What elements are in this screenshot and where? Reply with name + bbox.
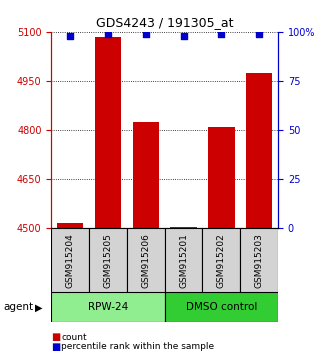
- Text: ■: ■: [51, 332, 61, 342]
- Text: ■: ■: [51, 342, 61, 352]
- Bar: [51, 228, 89, 292]
- Text: DMSO control: DMSO control: [186, 302, 257, 312]
- Bar: [127, 228, 165, 292]
- Bar: [165, 228, 203, 292]
- Bar: [208, 127, 235, 228]
- Bar: [51, 292, 165, 322]
- Text: GSM915203: GSM915203: [255, 233, 264, 288]
- Bar: [132, 122, 159, 228]
- Point: [257, 31, 262, 37]
- Title: GDS4243 / 191305_at: GDS4243 / 191305_at: [96, 16, 233, 29]
- Text: count: count: [61, 332, 87, 342]
- Text: GSM915201: GSM915201: [179, 233, 188, 288]
- Bar: [165, 292, 278, 322]
- Text: ▶: ▶: [35, 302, 42, 312]
- Text: GSM915202: GSM915202: [217, 233, 226, 287]
- Text: percentile rank within the sample: percentile rank within the sample: [61, 342, 214, 352]
- Text: RPW-24: RPW-24: [88, 302, 128, 312]
- Point: [143, 31, 148, 37]
- Text: GSM915206: GSM915206: [141, 233, 150, 288]
- Point: [219, 31, 224, 37]
- Bar: [170, 227, 197, 228]
- Text: agent: agent: [3, 302, 33, 312]
- Text: GSM915205: GSM915205: [104, 233, 113, 288]
- Bar: [240, 228, 278, 292]
- Bar: [89, 228, 127, 292]
- Bar: [203, 228, 240, 292]
- Point: [105, 31, 111, 37]
- Point: [181, 33, 186, 39]
- Bar: [57, 223, 83, 228]
- Text: GSM915204: GSM915204: [66, 233, 75, 287]
- Bar: [95, 37, 121, 228]
- Point: [68, 33, 73, 39]
- Bar: [246, 73, 272, 228]
